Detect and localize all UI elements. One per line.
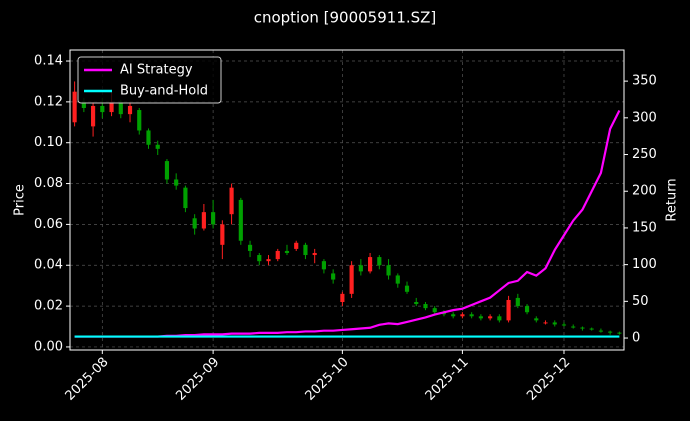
- candle-body: [340, 293, 345, 303]
- candle-body: [580, 327, 585, 329]
- candle-body: [524, 306, 530, 313]
- candle-body: [534, 318, 539, 321]
- candle-body: [506, 299, 511, 321]
- candle-body: [469, 314, 474, 317]
- candle-body: [552, 322, 557, 325]
- candle-body: [395, 275, 400, 284]
- candle-body: [72, 91, 77, 123]
- legend-label: Buy-and-Hold: [120, 84, 208, 99]
- candle-body: [127, 105, 133, 115]
- candle-body: [284, 250, 290, 253]
- candle-body: [386, 265, 391, 276]
- candle-body: [432, 308, 437, 313]
- candle-body: [257, 255, 262, 262]
- y-axis-label: Price: [13, 184, 28, 216]
- candle-body: [617, 332, 622, 334]
- y-tick-label: 0.14: [34, 54, 63, 69]
- chart-title: cnoption [90005911.SZ]: [254, 9, 437, 27]
- candle-body: [220, 224, 225, 245]
- candle-body: [155, 144, 160, 149]
- candle-body: [589, 328, 594, 330]
- candle-body: [488, 316, 493, 319]
- candle-body: [368, 257, 373, 272]
- candle-body: [294, 242, 299, 249]
- candle-body: [164, 161, 170, 180]
- candle-body: [183, 187, 188, 209]
- candle-body: [404, 285, 410, 292]
- y-tick-label: 0.02: [34, 299, 63, 314]
- candle-body: [229, 187, 234, 215]
- plot-frame: [69, 49, 625, 351]
- candle-body: [349, 265, 354, 294]
- y-tick-label: 0.04: [34, 258, 63, 273]
- candle-body: [247, 244, 253, 251]
- legend-box: [77, 56, 222, 104]
- y-tick-label: 0.00: [34, 339, 63, 354]
- candle-body: [211, 212, 216, 225]
- candle-body: [331, 273, 336, 280]
- y2-tick-label: 50: [632, 294, 649, 309]
- candle-body: [81, 101, 86, 108]
- y2-tick-label: 350: [632, 74, 657, 89]
- y2-axis-label: Return: [665, 178, 680, 221]
- candle-body: [312, 252, 317, 256]
- candle-body: [303, 244, 308, 256]
- y-tick-label: 0.10: [34, 135, 63, 150]
- candle-body: [100, 105, 105, 113]
- candle-body: [146, 130, 151, 145]
- candle-body: [598, 330, 603, 332]
- candle-body: [414, 302, 419, 305]
- candle-body: [109, 101, 114, 113]
- candle-body: [201, 212, 206, 229]
- candle-body: [608, 331, 613, 333]
- candle-body: [192, 218, 197, 229]
- legend-label: AI Strategy: [120, 63, 193, 78]
- candle-body: [118, 101, 123, 115]
- candle-body: [515, 297, 520, 307]
- candle-body: [266, 259, 271, 262]
- y-tick-label: 0.12: [34, 94, 63, 109]
- candle-body: [91, 105, 96, 127]
- candle-body: [174, 179, 179, 186]
- candle-body: [137, 110, 142, 131]
- candle-body: [238, 199, 243, 241]
- y2-tick-label: 100: [632, 257, 657, 272]
- candle-body: [451, 314, 456, 317]
- candle-body: [377, 257, 382, 266]
- candle-body: [571, 326, 576, 328]
- y-tick-label: 0.08: [34, 176, 63, 191]
- y2-tick-label: 250: [632, 147, 657, 162]
- candle-body: [358, 265, 363, 272]
- candle-body: [478, 316, 483, 319]
- candle-body: [543, 322, 548, 324]
- y2-tick-label: 300: [632, 110, 657, 125]
- y2-tick-label: 200: [632, 184, 657, 199]
- candle-body: [460, 314, 465, 317]
- y2-tick-label: 0: [632, 331, 640, 346]
- candle-body: [275, 250, 280, 260]
- y2-tick-label: 150: [632, 220, 657, 235]
- candle-body: [561, 324, 567, 326]
- y-tick-label: 0.06: [34, 217, 63, 232]
- candle-body: [497, 316, 502, 321]
- candle-body: [423, 304, 428, 309]
- candle-body: [321, 261, 326, 270]
